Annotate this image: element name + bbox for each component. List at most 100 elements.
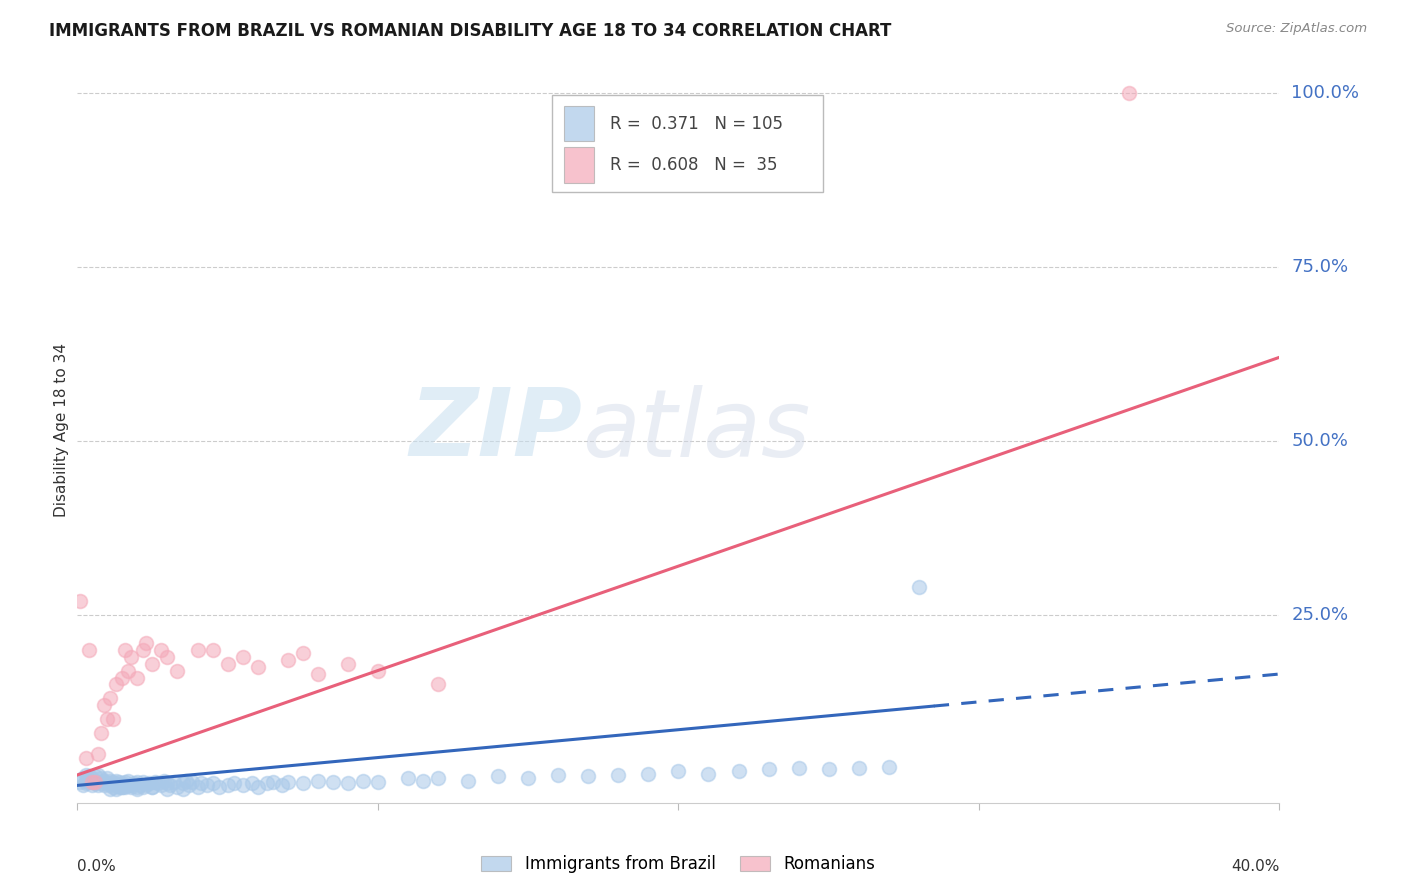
- Text: atlas: atlas: [582, 384, 810, 476]
- Point: [117, 664, 139, 678]
- Point: [114, 780, 136, 794]
- Point: [291, 776, 314, 790]
- Point: [82, 775, 104, 789]
- Point: [82, 778, 104, 792]
- Point: [201, 776, 224, 790]
- Point: [129, 778, 152, 792]
- Point: [117, 773, 139, 788]
- Point: [637, 766, 659, 780]
- Point: [427, 772, 450, 786]
- Text: Source: ZipAtlas.com: Source: ZipAtlas.com: [1226, 22, 1367, 36]
- Point: [201, 642, 224, 657]
- Point: [145, 775, 167, 789]
- Point: [246, 780, 269, 794]
- Point: [172, 781, 194, 796]
- Point: [75, 768, 97, 782]
- Point: [117, 778, 139, 792]
- Point: [132, 775, 155, 789]
- Point: [127, 775, 149, 789]
- Point: [100, 773, 122, 788]
- Text: 50.0%: 50.0%: [1292, 432, 1348, 450]
- Point: [517, 772, 540, 786]
- Point: [120, 778, 142, 792]
- Point: [75, 773, 97, 788]
- Point: [232, 778, 254, 792]
- Point: [141, 657, 163, 671]
- Point: [207, 780, 229, 794]
- Point: [120, 780, 142, 795]
- Point: [817, 763, 839, 777]
- Point: [69, 594, 91, 608]
- Point: [103, 780, 125, 794]
- Point: [150, 642, 173, 657]
- Point: [141, 780, 163, 794]
- Point: [103, 712, 125, 726]
- Point: [135, 778, 157, 792]
- Point: [111, 780, 134, 794]
- Point: [100, 778, 122, 792]
- Text: ZIP: ZIP: [409, 384, 582, 476]
- Point: [100, 691, 122, 706]
- Point: [84, 775, 107, 789]
- Text: 0.0%: 0.0%: [77, 859, 117, 873]
- Point: [82, 775, 104, 789]
- Point: [177, 778, 200, 792]
- Legend: Immigrants from Brazil, Romanians: Immigrants from Brazil, Romanians: [474, 849, 883, 880]
- Point: [727, 764, 749, 779]
- Point: [156, 776, 179, 790]
- Point: [72, 772, 94, 786]
- Point: [172, 776, 194, 790]
- Point: [156, 649, 179, 664]
- Point: [222, 776, 245, 790]
- Point: [190, 776, 212, 790]
- Point: [105, 773, 128, 788]
- Point: [93, 698, 115, 713]
- Point: [132, 642, 155, 657]
- Point: [336, 657, 359, 671]
- Point: [69, 775, 91, 789]
- Text: R =  0.608   N =  35: R = 0.608 N = 35: [610, 156, 778, 174]
- Point: [100, 781, 122, 796]
- Point: [291, 646, 314, 660]
- Point: [90, 776, 112, 790]
- Point: [186, 642, 209, 657]
- Point: [93, 773, 115, 788]
- Point: [232, 649, 254, 664]
- Point: [697, 766, 720, 780]
- Point: [159, 778, 181, 792]
- Point: [79, 642, 101, 657]
- Point: [111, 671, 134, 685]
- Point: [141, 780, 163, 795]
- Point: [336, 776, 359, 790]
- Point: [75, 750, 97, 764]
- Point: [908, 580, 931, 594]
- Text: 40.0%: 40.0%: [1232, 859, 1279, 873]
- Bar: [564, 105, 595, 142]
- FancyBboxPatch shape: [553, 95, 823, 192]
- Point: [138, 776, 160, 790]
- Point: [427, 677, 450, 691]
- Point: [127, 671, 149, 685]
- Point: [111, 776, 134, 790]
- Point: [120, 649, 142, 664]
- Point: [75, 776, 97, 790]
- Point: [90, 726, 112, 740]
- Point: [547, 768, 569, 782]
- Point: [787, 761, 810, 775]
- Point: [412, 773, 434, 788]
- Point: [246, 660, 269, 674]
- Point: [217, 657, 239, 671]
- Point: [256, 776, 278, 790]
- Point: [848, 761, 870, 775]
- Point: [758, 763, 780, 777]
- Point: [262, 775, 284, 789]
- Point: [307, 667, 329, 681]
- Point: [105, 677, 128, 691]
- Point: [108, 780, 131, 794]
- Point: [240, 776, 263, 790]
- Point: [105, 781, 128, 796]
- Point: [87, 775, 110, 789]
- Point: [96, 776, 118, 790]
- Point: [607, 768, 630, 782]
- Text: 100.0%: 100.0%: [1292, 84, 1360, 102]
